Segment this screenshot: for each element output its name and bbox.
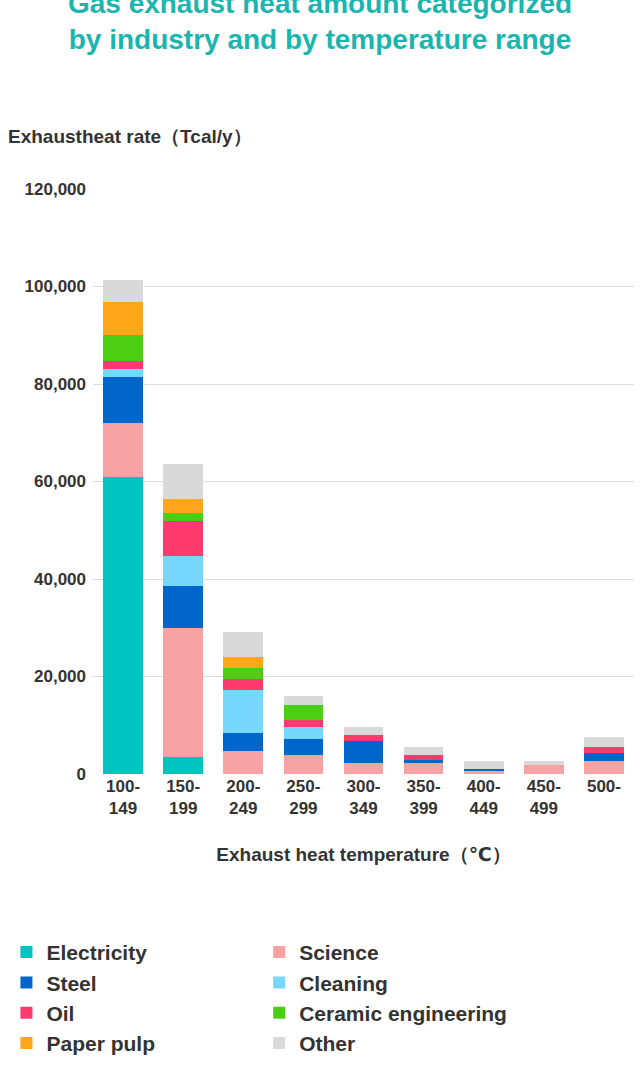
svg-text:500-: 500- [587, 777, 621, 796]
svg-text:400-449: 400-449 [467, 777, 501, 818]
svg-text:100,000: 100,000 [25, 277, 86, 296]
svg-text:100-149: 100-149 [106, 777, 140, 818]
svg-text:120,000: 120,000 [25, 180, 86, 199]
svg-text:150-199: 150-199 [166, 777, 200, 818]
svg-text:Other: Other [299, 1032, 355, 1055]
svg-text:Ceramic engineering: Ceramic engineering [299, 1002, 507, 1025]
svg-text:200-249: 200-249 [226, 777, 260, 818]
svg-text:0: 0 [77, 765, 86, 784]
svg-text:250-299: 250-299 [286, 777, 320, 818]
svg-text:40,000: 40,000 [34, 570, 86, 589]
svg-text:Oil: Oil [46, 1002, 74, 1025]
svg-text:Exhaustheat rate（Tcal/y）: Exhaustheat rate（Tcal/y） [8, 126, 252, 147]
svg-text:Exhaust heat temperature（℃）: Exhaust heat temperature（℃） [216, 844, 510, 865]
svg-text:Electricity: Electricity [46, 941, 147, 964]
svg-text:Paper pulp: Paper pulp [46, 1032, 155, 1055]
svg-text:Gas exhaust heat amount catego: Gas exhaust heat amount categorizedby in… [68, 0, 572, 55]
svg-text:450-499: 450-499 [527, 777, 561, 818]
svg-text:20,000: 20,000 [34, 667, 86, 686]
svg-text:Science: Science [299, 941, 378, 964]
svg-text:Steel: Steel [46, 972, 96, 995]
svg-text:80,000: 80,000 [34, 375, 86, 394]
svg-text:60,000: 60,000 [34, 472, 86, 491]
svg-text:Cleaning: Cleaning [299, 972, 388, 995]
svg-text:300-349: 300-349 [346, 777, 380, 818]
svg-text:350-399: 350-399 [407, 777, 441, 818]
